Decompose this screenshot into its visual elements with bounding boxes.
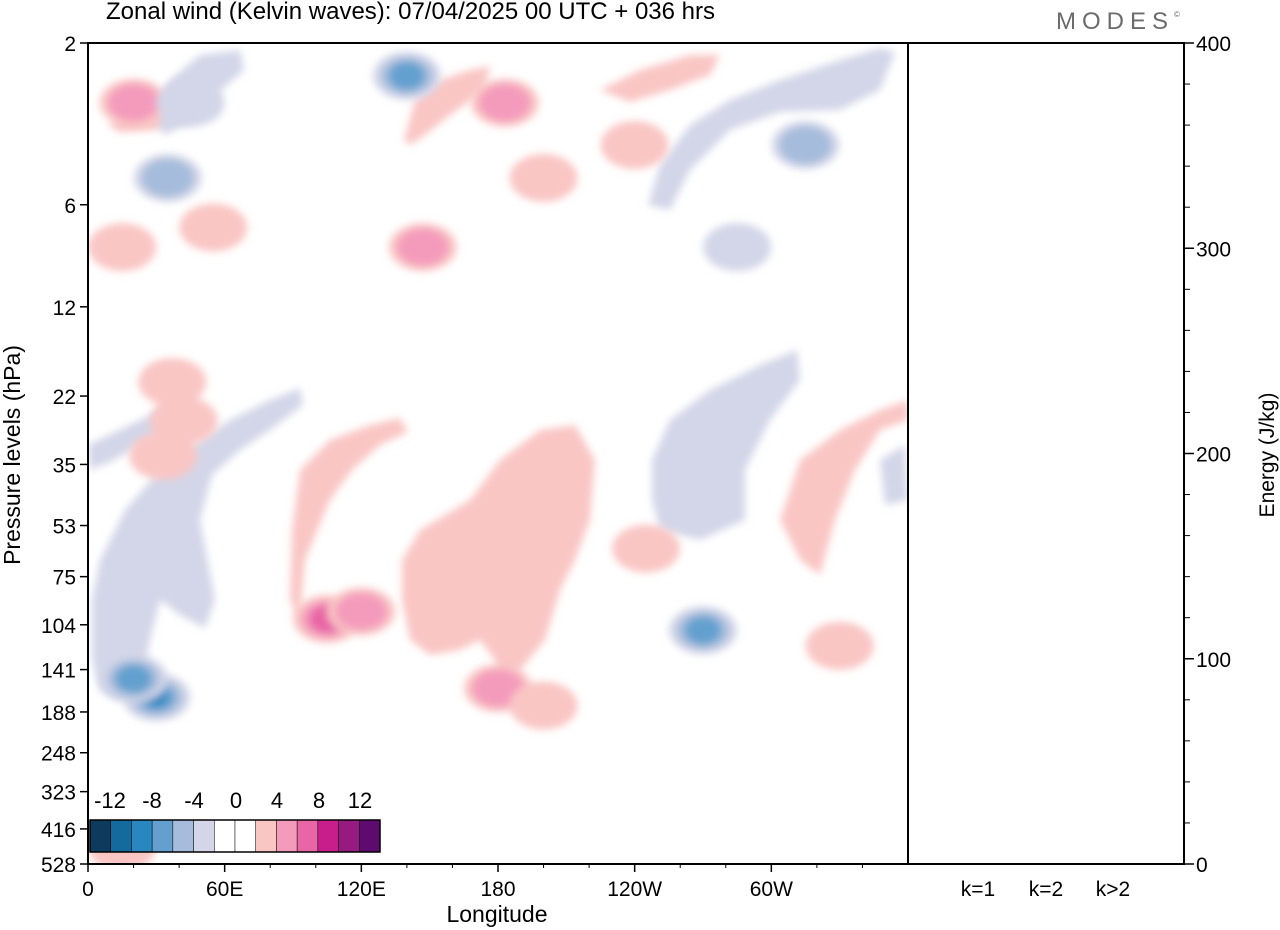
- colorbar-frame: [89, 819, 381, 853]
- colorbar: -12 -8 -4 0 4 8 12: [89, 788, 381, 853]
- colorbar-swatch: [193, 819, 215, 853]
- pos-band-central: [402, 425, 595, 695]
- colorbar-swatch: [131, 819, 153, 853]
- y-tick-label: 12: [53, 297, 76, 320]
- energy-tick-label: 300: [1196, 238, 1231, 261]
- colorbar-swatch: [172, 819, 194, 853]
- positive-anomaly-contour: [509, 681, 578, 730]
- positive-anomaly-contour: [612, 524, 681, 573]
- colorbar-label: -12: [94, 788, 126, 813]
- energy-axis-label: Energy (J/kg): [1256, 393, 1279, 518]
- energy-category-label: k>2: [1096, 878, 1130, 901]
- y-axis-label: Pressure levels (hPa): [0, 345, 25, 565]
- colorbar-swatch: [110, 819, 132, 853]
- pos-band-top-mid: [600, 55, 720, 102]
- negative-anomaly-contour: [156, 78, 225, 127]
- logo-mark: ©: [1174, 10, 1180, 19]
- colorbar-swatch: [234, 819, 256, 853]
- y-tick-label: 248: [41, 743, 76, 766]
- colorbar-swatch: [276, 819, 298, 853]
- positive-anomaly-contour: [396, 228, 449, 267]
- energy-category-label: k=1: [961, 878, 995, 901]
- pos-band-120e: [290, 418, 408, 620]
- x-tick-label: 180: [480, 878, 515, 901]
- colorbar-label: 12: [348, 788, 372, 813]
- colorbar-swatch: [89, 819, 111, 853]
- negative-anomaly-contour: [388, 61, 425, 90]
- y-tick-label: 22: [53, 386, 76, 409]
- positive-anomaly-contour: [88, 223, 157, 272]
- y-tick-label: 104: [41, 615, 76, 638]
- positive-anomaly-contour: [478, 83, 531, 122]
- x-tick-label: 60W: [750, 878, 793, 901]
- y-axis: 2 6 12 22 35 53 75 104 141 188 248 323 416 528: [41, 33, 88, 877]
- energy-tick-label: 0: [1196, 854, 1208, 877]
- negative-anomaly-contour: [703, 223, 772, 272]
- negative-anomaly-contour: [141, 158, 194, 197]
- energy-category-label: k=2: [1029, 878, 1063, 901]
- colorbar-label: 0: [230, 788, 242, 813]
- energy-tick-label: 400: [1196, 33, 1231, 56]
- colorbar-swatch: [296, 819, 319, 853]
- y-tick-label: 53: [53, 516, 76, 539]
- colorbar-swatch: [359, 819, 381, 853]
- energy-panel-background: [908, 43, 1184, 864]
- neg-band-far-right: [880, 445, 908, 505]
- y-tick-label: 6: [64, 195, 76, 218]
- colorbar-swatch: [151, 819, 174, 853]
- negative-anomaly-contour: [115, 664, 152, 693]
- positive-anomaly-contour: [107, 83, 160, 122]
- positive-anomaly-contour: [179, 203, 248, 252]
- colorbar-swatch: [255, 819, 277, 853]
- y-tick-label: 75: [53, 567, 76, 590]
- positive-anomaly-contour: [472, 669, 524, 708]
- y-tick-label: 416: [41, 819, 76, 842]
- positive-anomaly-contour: [149, 396, 218, 445]
- colorbar-label: 8: [313, 788, 325, 813]
- positive-anomaly-contour: [335, 592, 388, 631]
- modes-logo: MODES©: [1056, 8, 1180, 36]
- pos-band-right: [780, 400, 908, 575]
- positive-anomaly-contour: [138, 358, 207, 407]
- neg-band-upper-right: [648, 48, 895, 210]
- x-tick-label: 60E: [206, 878, 243, 901]
- colorbar-swatch: [317, 819, 339, 853]
- y-tick-label: 141: [41, 660, 76, 683]
- y-tick-label: 2: [64, 33, 76, 56]
- heatmap-field: [88, 43, 908, 864]
- energy-axis: 0 100 200 300 400: [1184, 33, 1231, 877]
- y-tick-label: 188: [41, 702, 76, 725]
- neg-band-mid-right: [652, 350, 800, 540]
- positive-anomaly-contour: [600, 121, 669, 170]
- colorbar-label: -8: [142, 788, 162, 813]
- colorbar-label: -4: [184, 788, 204, 813]
- colorbar-swatch: [214, 819, 236, 853]
- logo-text: MODES: [1056, 8, 1175, 35]
- x-tick-label: 120E: [337, 878, 386, 901]
- x-axis-label: Longitude: [446, 901, 547, 927]
- x-tick-label: 120W: [607, 878, 662, 901]
- chart-title: Zonal wind (Kelvin waves): 07/04/2025 00…: [106, 0, 715, 25]
- y-tick-label: 528: [41, 854, 76, 877]
- negative-anomaly-contour: [779, 126, 832, 165]
- pos-band-top-center: [404, 66, 490, 145]
- energy-tick-label: 200: [1196, 444, 1231, 467]
- energy-tick-label: 100: [1196, 649, 1231, 672]
- x-tick-label: 0: [82, 878, 94, 901]
- neg-band-lower-left: [92, 388, 303, 700]
- x-axis: 0 60E 120E 180 120W 60W: [82, 864, 863, 901]
- colorbar-label: 4: [271, 788, 283, 813]
- y-tick-label: 35: [53, 454, 76, 477]
- energy-categories: k=1 k=2 k>2: [961, 878, 1130, 901]
- positive-anomaly-contour: [509, 153, 578, 202]
- y-tick-label: 323: [41, 782, 76, 805]
- negative-anomaly-contour: [685, 616, 721, 645]
- colorbar-swatch: [338, 819, 360, 853]
- positive-anomaly-contour: [805, 621, 874, 670]
